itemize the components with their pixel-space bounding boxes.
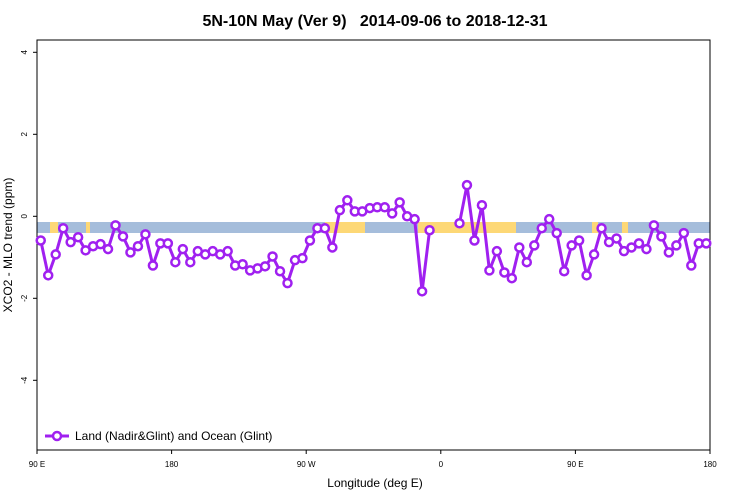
data-point	[334, 204, 346, 216]
y-axis-label: XCO2 - MLO trend (ppm)	[1, 178, 15, 313]
data-point	[454, 218, 465, 229]
data-point	[185, 256, 196, 268]
land-band	[622, 222, 628, 233]
data-point	[282, 277, 293, 289]
ocean-band	[37, 222, 710, 233]
data-point	[177, 243, 189, 255]
data-point	[573, 235, 585, 246]
data-point	[648, 220, 660, 231]
data-point	[304, 235, 316, 246]
data-point	[319, 222, 331, 234]
data-point	[476, 199, 488, 211]
x-axis-label: Longitude (deg E)	[327, 476, 422, 490]
data-point	[641, 243, 652, 255]
data-point	[588, 249, 600, 260]
data-point	[140, 229, 151, 240]
x-tick-label: 90 E	[567, 460, 583, 469]
data-point	[125, 247, 136, 258]
data-point	[416, 286, 428, 297]
data-point	[596, 222, 607, 234]
data-point	[678, 227, 690, 239]
x-tick-label: 0	[439, 460, 444, 469]
data-point	[536, 222, 547, 234]
data-point	[499, 267, 510, 278]
data-point	[35, 235, 46, 246]
land-band	[50, 222, 58, 233]
data-point	[663, 247, 675, 258]
data-point	[656, 231, 667, 242]
data-point	[80, 245, 91, 256]
data-point	[65, 236, 76, 248]
data-point	[394, 197, 405, 208]
x-tick-label: 180	[703, 460, 717, 469]
x-tick-label: 90 W	[297, 460, 316, 469]
data-point	[162, 238, 174, 249]
data-point	[259, 261, 271, 272]
data-point	[491, 245, 503, 257]
y-tick-label: -4	[20, 376, 29, 384]
x-tick-label: 90 E	[29, 460, 45, 469]
land-band	[86, 222, 90, 233]
data-point	[222, 245, 233, 257]
data-point	[484, 265, 495, 276]
data-point	[529, 240, 540, 251]
data-point	[297, 252, 308, 264]
data-point	[514, 242, 525, 253]
data-point	[386, 208, 398, 219]
data-point	[558, 265, 570, 277]
data-point	[671, 240, 682, 251]
data-point	[327, 242, 338, 253]
data-point	[147, 260, 159, 271]
data-point	[521, 256, 533, 268]
data-point	[110, 220, 121, 231]
data-point	[469, 235, 480, 246]
data-point	[633, 238, 645, 249]
data-point	[409, 213, 420, 225]
data-point	[506, 272, 518, 284]
data-point	[461, 179, 473, 191]
data-point	[611, 233, 622, 244]
data-point	[551, 227, 562, 239]
data-point	[95, 238, 106, 250]
y-tick-label: 0	[20, 214, 29, 219]
data-point	[117, 231, 129, 242]
data-point	[543, 213, 555, 225]
data-point	[72, 231, 84, 243]
chart-title: 5N-10N May (Ver 9) 2014-09-06 to 2018-12…	[202, 13, 547, 30]
data-point	[50, 249, 61, 260]
data-point	[342, 195, 353, 206]
legend-label: Land (Nadir&Glint) and Ocean (Glint)	[75, 429, 272, 443]
y-tick-label: 2	[20, 132, 29, 137]
data-point	[267, 251, 278, 262]
data-point	[170, 256, 181, 268]
land-band	[418, 222, 516, 233]
land-band	[592, 222, 598, 233]
data-point	[132, 240, 144, 252]
x-tick-label: 180	[165, 460, 179, 469]
data-point	[57, 222, 69, 234]
data-point	[566, 240, 577, 251]
land-band	[325, 222, 365, 233]
data-point	[701, 238, 712, 249]
data-point	[237, 259, 248, 270]
legend-marker	[51, 430, 63, 442]
data-point	[42, 270, 54, 281]
data-point	[424, 224, 435, 236]
data-point	[379, 202, 390, 213]
data-point	[102, 243, 114, 255]
land-ocean-band	[37, 222, 710, 233]
data-point	[581, 270, 592, 281]
y-tick-label: 4	[20, 50, 29, 55]
data-point	[686, 260, 697, 271]
legend-item: Land (Nadir&Glint) and Ocean (Glint)	[45, 429, 272, 443]
data-point	[626, 242, 637, 253]
y-tick-label: -2	[20, 294, 29, 302]
data-point	[274, 265, 286, 277]
